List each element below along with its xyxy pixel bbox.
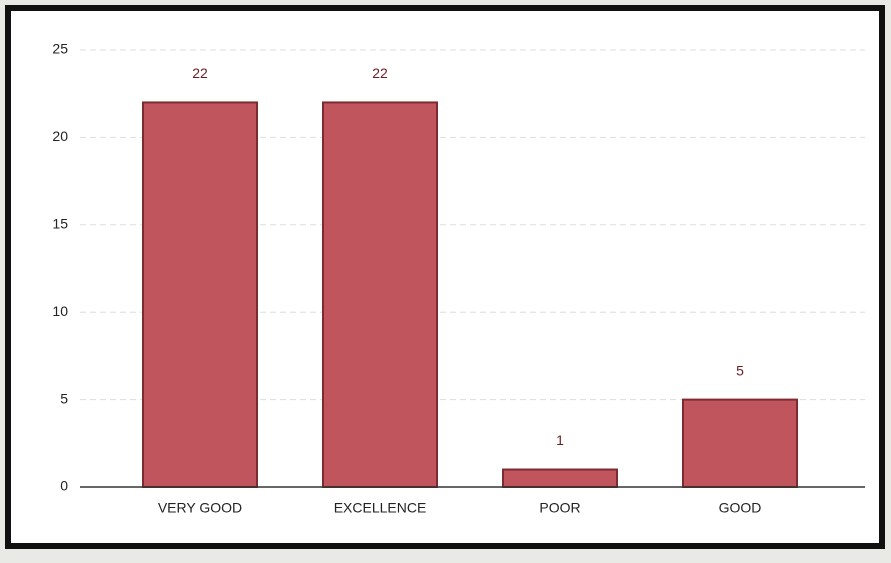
x-tick-label: VERY GOOD [158,500,242,516]
x-tick-label: EXCELLENCE [334,500,427,516]
y-tick-label: 25 [52,41,68,57]
x-tick-label: POOR [539,500,580,516]
y-tick-label: 5 [60,390,68,406]
data-label: 22 [192,65,208,81]
data-label: 1 [556,432,564,448]
x-tick-label: GOOD [719,500,762,516]
data-label: 22 [372,65,388,81]
bar [502,468,618,488]
y-tick-label: 15 [52,216,68,232]
bar [142,101,258,488]
y-tick-label: 10 [52,303,68,319]
bar [682,398,798,489]
y-tick-label: 20 [52,128,68,144]
y-tick-label: 0 [60,478,68,494]
data-label: 5 [736,362,744,378]
bar [322,101,438,488]
